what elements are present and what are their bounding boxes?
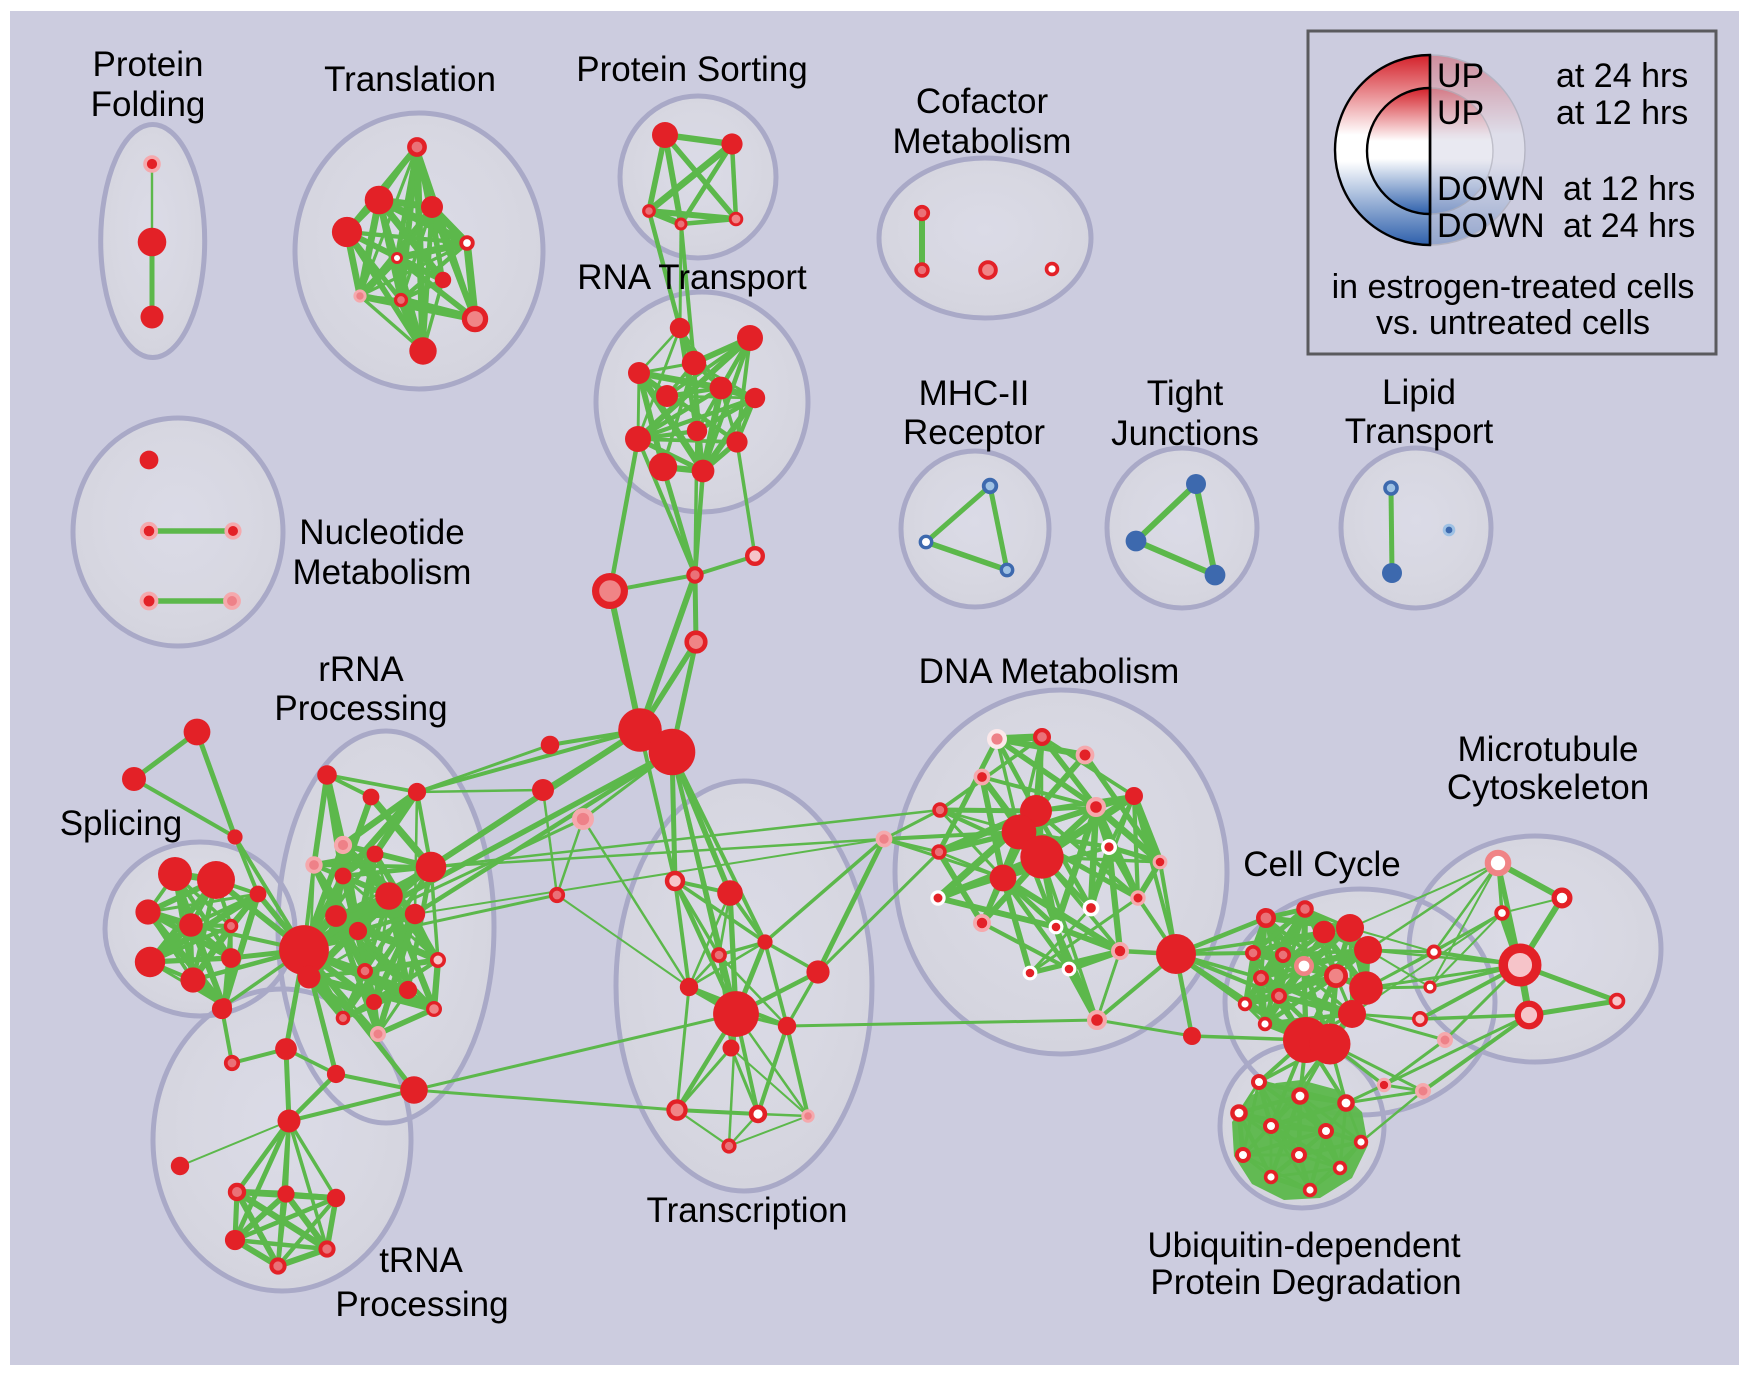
svg-text:Tight: Tight	[1147, 374, 1224, 413]
svg-text:UP: UP	[1437, 94, 1484, 132]
svg-text:Protein Sorting: Protein Sorting	[576, 50, 808, 89]
svg-text:Metabolism: Metabolism	[893, 122, 1072, 161]
svg-text:DOWN: DOWN	[1437, 207, 1545, 245]
svg-text:Transcription: Transcription	[647, 1191, 848, 1230]
svg-text:Protein: Protein	[93, 45, 204, 84]
svg-text:at 24 hrs: at 24 hrs	[1563, 207, 1695, 245]
svg-text:MHC-II: MHC-II	[919, 374, 1030, 413]
svg-text:at 24 hrs: at 24 hrs	[1556, 57, 1688, 95]
svg-text:vs. untreated cells: vs. untreated cells	[1376, 304, 1650, 342]
svg-text:Processing: Processing	[335, 1285, 508, 1324]
svg-text:tRNA: tRNA	[379, 1241, 463, 1280]
svg-text:Processing: Processing	[274, 689, 447, 728]
svg-text:Protein Degradation: Protein Degradation	[1150, 1263, 1461, 1302]
svg-text:RNA Transport: RNA Transport	[577, 258, 807, 297]
svg-text:Cell Cycle: Cell Cycle	[1243, 845, 1401, 884]
svg-text:Transport: Transport	[1345, 412, 1494, 451]
svg-text:rRNA: rRNA	[318, 650, 404, 689]
svg-text:Microtubule: Microtubule	[1458, 730, 1639, 769]
svg-text:Folding: Folding	[91, 85, 206, 124]
svg-text:Nucleotide: Nucleotide	[299, 513, 464, 552]
svg-text:at 12 hrs: at 12 hrs	[1563, 170, 1695, 208]
svg-text:DNA Metabolism: DNA Metabolism	[919, 652, 1180, 691]
svg-text:Receptor: Receptor	[903, 413, 1045, 452]
svg-text:at 12 hrs: at 12 hrs	[1556, 94, 1688, 132]
svg-text:Splicing: Splicing	[60, 804, 183, 843]
svg-text:Cytoskeleton: Cytoskeleton	[1447, 768, 1649, 807]
svg-text:in estrogen-treated cells: in estrogen-treated cells	[1332, 268, 1695, 306]
svg-text:Translation: Translation	[324, 60, 496, 99]
svg-text:Ubiquitin-dependent: Ubiquitin-dependent	[1147, 1226, 1461, 1265]
svg-text:Lipid: Lipid	[1382, 373, 1456, 412]
svg-text:UP: UP	[1437, 57, 1484, 95]
svg-text:Cofactor: Cofactor	[916, 82, 1049, 121]
svg-text:Metabolism: Metabolism	[293, 553, 472, 592]
svg-text:DOWN: DOWN	[1437, 170, 1545, 208]
svg-text:Junctions: Junctions	[1111, 414, 1259, 453]
